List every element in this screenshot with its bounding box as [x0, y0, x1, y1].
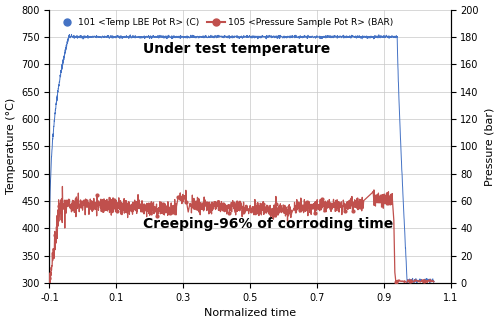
Legend: 101 <Temp LBE Pot R> (C), 105 <Pressure Sample Pot R> (BAR): 101 <Temp LBE Pot R> (C), 105 <Pressure … — [54, 14, 396, 30]
X-axis label: Normalized time: Normalized time — [204, 308, 296, 318]
Text: Creeping-96% of corroding time: Creeping-96% of corroding time — [143, 217, 394, 231]
Text: Under test temperature: Under test temperature — [143, 42, 330, 56]
Y-axis label: Pressure (bar): Pressure (bar) — [484, 107, 494, 186]
Y-axis label: Temperature (°C): Temperature (°C) — [6, 98, 16, 194]
